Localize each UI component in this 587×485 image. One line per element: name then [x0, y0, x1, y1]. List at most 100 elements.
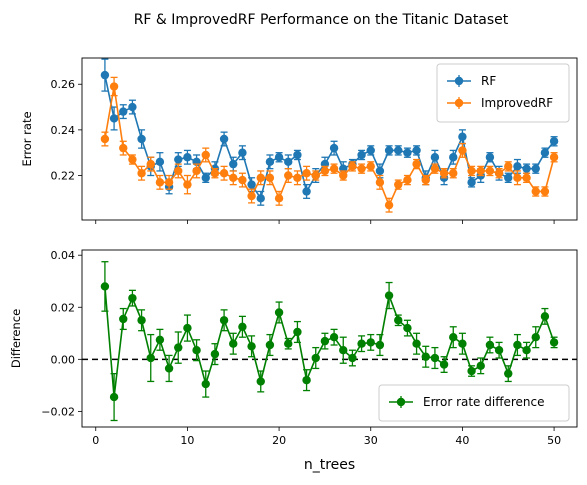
- rf-point: [329, 143, 339, 153]
- improvedrf-point: [128, 155, 137, 164]
- error-rate-difference-point: [366, 338, 375, 347]
- error-rate-difference-point: [485, 340, 495, 350]
- difference-legend: Error rate difference: [378, 384, 570, 422]
- difference-xtick-label: 30: [364, 434, 378, 447]
- error-rate-difference-point: [522, 346, 531, 355]
- difference-xtick-label: 40: [455, 434, 469, 447]
- error-rate-difference-point: [412, 339, 421, 348]
- improvedrf-point: [164, 178, 174, 187]
- rf-point: [274, 153, 284, 162]
- error-rate-ytick-label: 0.24: [51, 124, 76, 137]
- rf-point: [412, 146, 421, 155]
- error-rate-difference-point: [403, 323, 412, 333]
- series-error-rate-difference: [100, 261, 559, 422]
- rf-point: [293, 150, 302, 160]
- error-rate-difference-point: [229, 339, 238, 348]
- difference-xtick-label: 50: [547, 434, 561, 447]
- error-rate-ylabel: Error rate: [20, 111, 34, 166]
- improvedrf-point: [394, 180, 403, 189]
- error-rate-difference-point: [192, 346, 201, 355]
- error-rate-ytick-label: 0.22: [51, 170, 76, 183]
- error-rate-difference-point: [357, 339, 366, 348]
- rf-point: [485, 153, 495, 162]
- rf-point: [238, 148, 247, 157]
- error-rate-difference-point: [274, 308, 284, 317]
- rf-point: [394, 146, 403, 155]
- improvedrf-point: [476, 166, 485, 176]
- improvedrf-point: [513, 173, 522, 182]
- error-rate-difference-point: [439, 360, 449, 369]
- error-rate-difference-point: [284, 339, 293, 348]
- rf-point: [256, 194, 265, 203]
- improvedrf-point: [467, 166, 476, 176]
- improvedrf-point: [219, 169, 229, 178]
- error-rate-difference-point: [549, 338, 559, 347]
- improvedrf-point: [339, 171, 348, 180]
- rf-point: [302, 187, 311, 196]
- difference-ylabel: Difference: [9, 309, 23, 368]
- improvedrf-point: [439, 169, 449, 178]
- improvedrf-point: [247, 191, 256, 201]
- error-rate-difference-point: [265, 340, 275, 350]
- error-rate-difference-point: [219, 316, 229, 325]
- improvedrf-point: [146, 159, 155, 169]
- error-rate-difference-point: [256, 377, 265, 386]
- error-rate-difference-point: [504, 369, 513, 378]
- difference-ytick-label: −0.02: [41, 405, 75, 418]
- improvedrf-point: [329, 164, 339, 173]
- error-rate-legend: RF ImprovedRF: [436, 63, 570, 123]
- rf-point: [119, 107, 128, 116]
- error-rate-difference-point: [137, 316, 146, 325]
- difference-ytick-label: 0.02: [51, 301, 76, 314]
- error-rate-difference-point: [348, 353, 357, 363]
- difference-xlabel: n_trees: [304, 457, 355, 473]
- rf-point: [522, 164, 531, 173]
- error-rate-difference-point: [449, 332, 458, 342]
- rf-point: [375, 166, 385, 176]
- improvedrf-point: [384, 200, 394, 210]
- difference-ytick-label: 0.00: [51, 353, 76, 366]
- rf-point: [128, 102, 137, 112]
- improvedrf-point: [174, 166, 183, 176]
- improvedrf-point: [320, 166, 330, 176]
- rf-point: [540, 148, 550, 157]
- error-rate-difference-point: [109, 392, 119, 402]
- improvedrf-point: [357, 164, 366, 173]
- improvedrf-point: [100, 134, 110, 144]
- error-rate-difference-point: [384, 291, 394, 300]
- improvedrf-point: [549, 153, 559, 162]
- error-rate-difference-point: [430, 353, 440, 363]
- improvedrf-point: [155, 178, 165, 187]
- improvedrf-point: [284, 171, 293, 180]
- error-rate-difference-point: [513, 340, 522, 350]
- error-rate-legend-box: [436, 63, 570, 123]
- error-rate-difference-point: [164, 364, 174, 373]
- error-rate-difference-point: [210, 349, 220, 359]
- error-rate-ytick-label: 0.26: [51, 78, 76, 91]
- improvedrf-point: [302, 169, 311, 178]
- error-rate-difference-point: [174, 343, 183, 352]
- improvedrf-point: [192, 166, 201, 176]
- difference-xtick-label: 10: [180, 434, 194, 447]
- rf-point: [109, 114, 119, 123]
- rf-point: [265, 157, 275, 167]
- error-rate-difference-point: [375, 340, 385, 350]
- improvedrf-point: [421, 175, 430, 185]
- improvedrf-point: [293, 173, 302, 182]
- error-rate-difference-point: [183, 323, 192, 333]
- error-rate-difference-point: [339, 346, 348, 355]
- series-improvedrf: [100, 76, 559, 213]
- improvedrf-point: [137, 169, 146, 178]
- error-rate-difference-point: [293, 327, 302, 337]
- improvedrf-point: [311, 171, 320, 180]
- improvedrf-point: [265, 173, 275, 182]
- improvedrf-point: [504, 162, 513, 171]
- difference-legend-box: [378, 384, 570, 422]
- rf-point: [430, 153, 440, 162]
- error-rate-difference-point: [247, 342, 256, 351]
- rf-point: [100, 70, 110, 80]
- improvedrf-point: [109, 82, 119, 91]
- rf-legend-label: RF: [481, 74, 496, 88]
- error-rate-axes-frame: [81, 57, 578, 221]
- error-rate-difference-point: [476, 361, 485, 371]
